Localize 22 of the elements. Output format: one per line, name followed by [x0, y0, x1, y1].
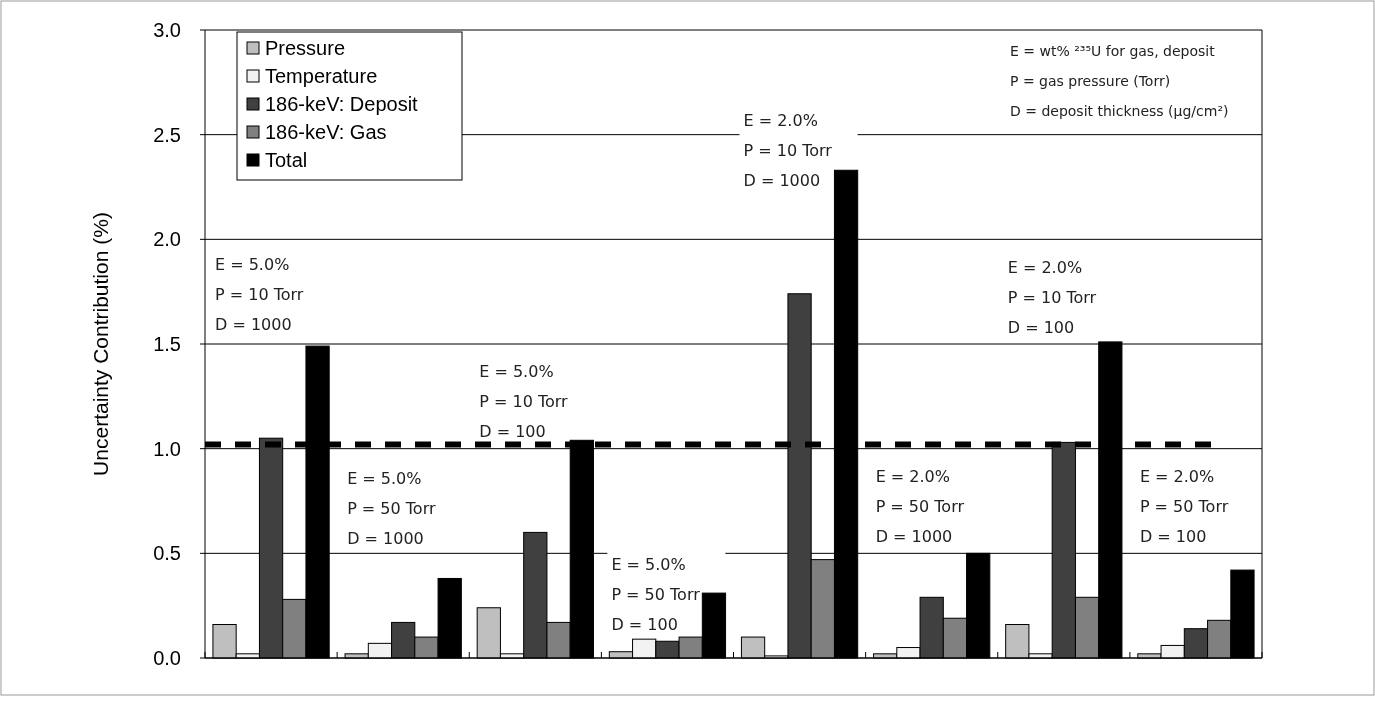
y-tick-label: 0.0 — [153, 647, 181, 669]
legend-label: Pressure — [265, 37, 346, 59]
annotation: E = 2.0% P = 10 Torr D = 100 — [1007, 257, 1097, 337]
legend-label: 186-keV: Deposit — [265, 93, 419, 115]
annotation: E = 2.0% P = 10 Torr D = 1000 — [743, 111, 833, 191]
y-axis-title: Uncertainty Contribution (%) — [89, 212, 112, 476]
legend-label: Temperature — [265, 65, 378, 87]
y-tick-label: 0.5 — [153, 542, 181, 565]
annotation: E = wt% ²³⁵U for gas, deposit P = gas pressure (Torr) D = deposit thickness (μg/cm²) — [1010, 43, 1229, 119]
annotation: E = 2.0% P = 50 Torr D = 1000 — [875, 466, 965, 546]
annotation: E = 5.0% P = 50 Torr D = 100 — [611, 554, 701, 634]
legend-label: Total — [265, 149, 308, 171]
annotation: E = 5.0% P = 50 Torr D = 1000 — [347, 468, 436, 548]
y-tick-label: 1.5 — [153, 333, 181, 355]
annotation: E = 5.0% P = 10 Torr D = 1000 — [215, 255, 304, 335]
annotation: E = 5.0% P = 10 Torr D = 100 — [479, 362, 569, 442]
y-tick-label: 2.0 — [153, 228, 181, 251]
annotation: E = 2.0% P = 50 Torr D = 100 — [1139, 466, 1229, 546]
y-tick-label: 1.0 — [153, 437, 181, 460]
legend-label: 186-keV: Gas — [265, 121, 387, 143]
y-tick-label: 2.5 — [153, 123, 181, 146]
y-tick-label: 3.0 — [153, 19, 181, 41]
